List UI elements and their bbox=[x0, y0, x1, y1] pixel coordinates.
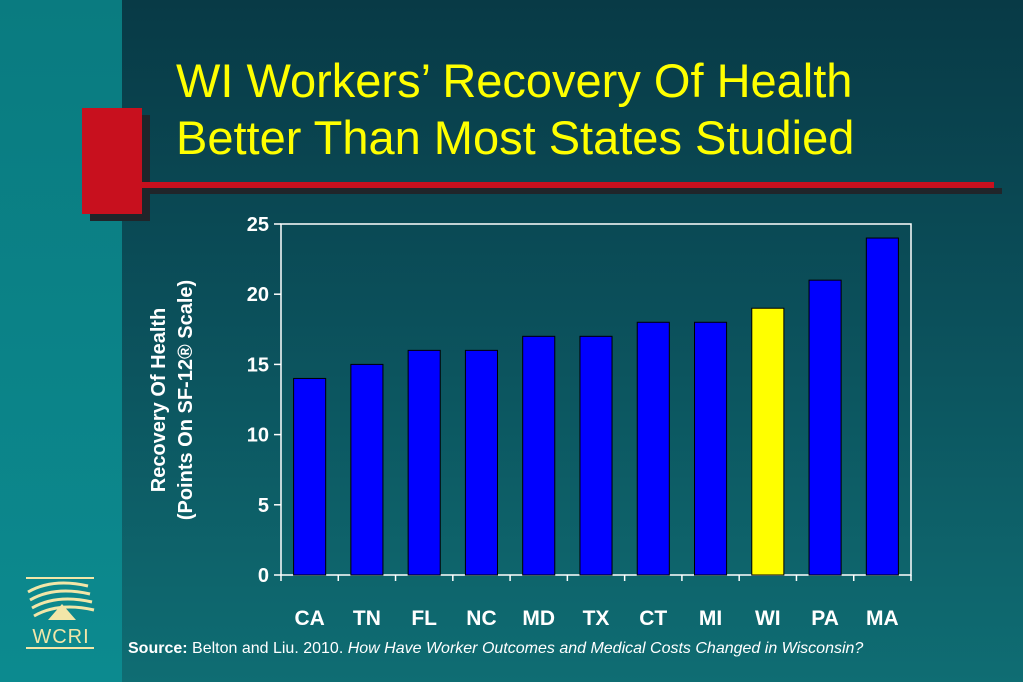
accent-line bbox=[142, 182, 994, 188]
y-tick-label: 0 bbox=[258, 565, 269, 587]
y-axis-label-line-2: (Points On SF-12® Scale) bbox=[175, 280, 197, 520]
wcri-logo-icon bbox=[26, 577, 95, 649]
x-tick-label: MI bbox=[699, 607, 722, 630]
accent-line-shadow bbox=[150, 188, 1002, 194]
bar bbox=[293, 377, 327, 576]
bar bbox=[350, 363, 384, 576]
bar bbox=[407, 349, 441, 576]
x-tick-label: TX bbox=[583, 607, 610, 630]
bar bbox=[694, 321, 728, 576]
y-tick-label: 25 bbox=[247, 214, 269, 236]
x-tick-label: MD bbox=[522, 607, 555, 630]
bar-highlight bbox=[751, 307, 785, 576]
plot-area: 0 5 10 15 20 25 CA TN FL NC MD TX CT MI WI PA MA bbox=[247, 214, 912, 630]
source-label: Source: bbox=[128, 640, 188, 657]
x-tick-label: WI bbox=[755, 607, 781, 630]
y-tick-label: 5 bbox=[258, 495, 269, 517]
y-tick-label: 15 bbox=[247, 354, 269, 376]
bar bbox=[808, 279, 842, 576]
logo-text: WCRI bbox=[32, 626, 90, 648]
y-tick-label: 10 bbox=[247, 425, 269, 447]
accent-square bbox=[82, 108, 142, 214]
bar bbox=[636, 321, 670, 576]
source-title: How Have Worker Outcomes and Medical Cos… bbox=[347, 640, 864, 657]
slide-title-line-1: WI Workers’ Recovery Of Health bbox=[176, 54, 853, 107]
x-tick-label: MA bbox=[866, 607, 899, 630]
x-tick-label: FL bbox=[411, 607, 437, 630]
bar bbox=[464, 349, 498, 576]
y-axis-label-line-1: Recovery Of Health bbox=[148, 308, 170, 493]
x-tick-label: NC bbox=[466, 607, 496, 630]
slide-title: WI Workers’ Recovery Of Health Better Th… bbox=[176, 52, 976, 166]
x-tick-label: TN bbox=[353, 607, 381, 630]
bar bbox=[522, 335, 556, 576]
y-tick-label: 20 bbox=[247, 284, 269, 306]
slide-title-line-2: Better Than Most States Studied bbox=[176, 111, 855, 164]
x-tick-label: CT bbox=[639, 607, 667, 630]
source-note: Source: Belton and Liu. 2010. How Have W… bbox=[128, 640, 978, 657]
source-text: Belton and Liu. 2010. bbox=[187, 640, 348, 657]
x-tick-label: CA bbox=[294, 607, 324, 630]
bar bbox=[579, 335, 613, 576]
bar bbox=[865, 237, 899, 576]
x-tick-label: PA bbox=[811, 607, 839, 630]
